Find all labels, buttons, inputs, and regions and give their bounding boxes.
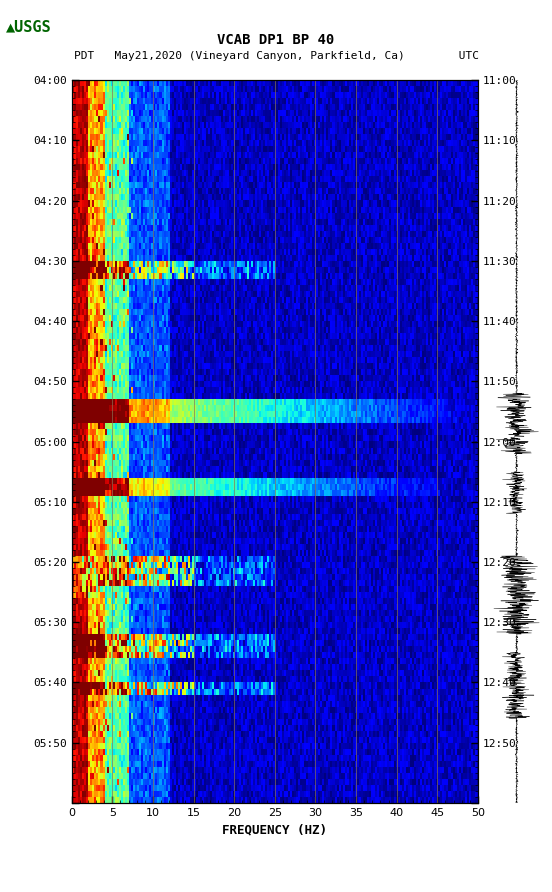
Text: VCAB DP1 BP 40: VCAB DP1 BP 40 [217, 33, 335, 47]
Text: ▲USGS: ▲USGS [6, 20, 51, 34]
X-axis label: FREQUENCY (HZ): FREQUENCY (HZ) [222, 823, 327, 836]
Text: PDT   May21,2020 (Vineyard Canyon, Parkfield, Ca)        UTC: PDT May21,2020 (Vineyard Canyon, Parkfie… [73, 51, 479, 62]
